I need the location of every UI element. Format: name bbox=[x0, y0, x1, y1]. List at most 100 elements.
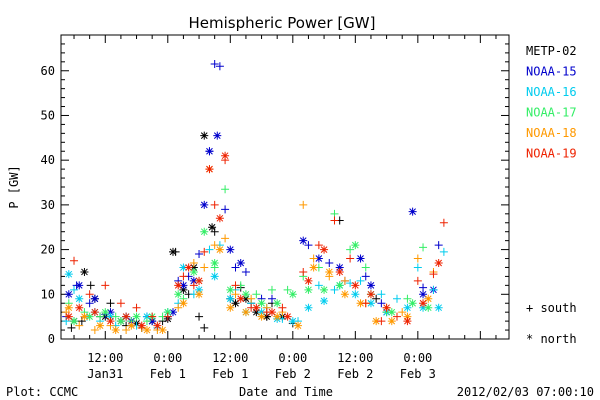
noaa-15-south-point bbox=[210, 60, 219, 69]
noaa-19-north-point bbox=[267, 308, 276, 317]
noaa-18-north-point bbox=[127, 321, 136, 330]
x-tick-label-time: 12:00 bbox=[87, 351, 123, 365]
noaa-17-south-point bbox=[267, 285, 276, 294]
noaa-15-north-point bbox=[200, 200, 209, 209]
noaa-16-north-point bbox=[64, 270, 73, 279]
noaa-15-south-point bbox=[361, 272, 370, 281]
legend-south-marker: + south bbox=[526, 301, 577, 315]
y-tick-label: 60 bbox=[41, 64, 55, 78]
noaa-17-north-point bbox=[200, 227, 209, 236]
noaa-17-north-point bbox=[320, 285, 329, 294]
noaa-16-north-point bbox=[351, 290, 360, 299]
noaa-18-north-point bbox=[387, 317, 396, 326]
noaa-15-north-point bbox=[356, 254, 365, 263]
noaa-18-north-point bbox=[403, 312, 412, 321]
x-tick-label-date: Jan31 bbox=[87, 367, 123, 381]
noaa-17-south-point bbox=[419, 243, 428, 252]
noaa-19-north-point bbox=[205, 165, 214, 174]
noaa-16-north-point bbox=[320, 297, 329, 305]
y-tick-label: 0 bbox=[48, 332, 55, 346]
noaa-18-north-point bbox=[195, 290, 204, 299]
noaa-16-north-point bbox=[226, 294, 235, 303]
noaa-17-north-point bbox=[304, 285, 313, 294]
noaa-19-south-point bbox=[377, 317, 386, 326]
noaa-19-south-point bbox=[314, 241, 323, 250]
metp-02-north-point bbox=[252, 308, 261, 317]
noaa-19-south-point bbox=[85, 290, 94, 299]
noaa-18-north-point bbox=[158, 326, 167, 335]
noaa-18-north-point bbox=[372, 317, 381, 326]
metp-02-north-point bbox=[169, 247, 177, 256]
legend-noaa-16: NOAA-16 bbox=[526, 85, 577, 99]
noaa-17-north-point bbox=[273, 299, 282, 308]
y-tick-label: 40 bbox=[41, 153, 55, 167]
noaa-18-north-point bbox=[294, 321, 303, 330]
x-tick-label-time: 0:00 bbox=[153, 351, 182, 365]
noaa-19-south-point bbox=[278, 303, 287, 312]
noaa-17-north-point bbox=[163, 308, 172, 317]
y-axis-label: P [GW] bbox=[7, 165, 21, 208]
noaa-15-north-point bbox=[335, 263, 344, 272]
noaa-17-north-point bbox=[226, 285, 235, 294]
noaa-15-south-point bbox=[434, 241, 443, 250]
noaa-15-north-point bbox=[90, 294, 99, 303]
metp-02-south-point bbox=[106, 299, 115, 308]
noaa-18-north-point bbox=[215, 245, 224, 254]
noaa-16-south-point bbox=[413, 263, 422, 272]
noaa-15-south-point bbox=[325, 259, 334, 267]
noaa-15-south-point bbox=[231, 263, 240, 272]
noaa-18-south-point bbox=[231, 290, 240, 299]
noaa-18-north-point bbox=[241, 308, 250, 317]
x-axis-label: Date and Time bbox=[239, 385, 333, 399]
noaa-18-south-point bbox=[398, 308, 407, 317]
noaa-17-south-point bbox=[221, 185, 230, 194]
metp-02-south-point bbox=[86, 281, 95, 290]
noaa-18-north-point bbox=[80, 312, 89, 321]
noaa-16-south-point bbox=[377, 290, 386, 299]
noaa-16-north-point bbox=[210, 272, 219, 281]
x-axis: 12:00 Jan31 0:00 Feb 1 12:00 Feb 1 0:00 Feb 2 12… bbox=[73, 35, 497, 381]
noaa-17-south-point bbox=[111, 312, 120, 321]
noaa-16-north-point bbox=[434, 303, 443, 312]
noaa-19-south-point bbox=[116, 299, 125, 308]
noaa-18-south-point bbox=[309, 254, 318, 263]
noaa-16-south-point bbox=[205, 245, 214, 254]
noaa-16-south-point bbox=[314, 281, 323, 290]
noaa-18-south-point bbox=[174, 303, 183, 312]
x-tick-label-date: Feb 1 bbox=[150, 367, 186, 381]
noaa-17-south-point bbox=[361, 263, 370, 272]
noaa-18-north-point bbox=[273, 312, 282, 321]
noaa-18-south-point bbox=[122, 326, 131, 335]
noaa-19-north-point bbox=[174, 281, 183, 290]
noaa-19-south-point bbox=[148, 312, 157, 321]
noaa-15-south-point bbox=[85, 299, 94, 308]
noaa-19-north-point bbox=[64, 312, 73, 321]
noaa-15-south-point bbox=[304, 241, 313, 250]
noaa-19-south-point bbox=[132, 303, 141, 312]
noaa-18-south-point bbox=[221, 234, 230, 243]
noaa-15-north-point bbox=[366, 281, 375, 290]
noaa-17-north-point bbox=[387, 308, 396, 317]
noaa-15-south-point bbox=[241, 267, 250, 276]
noaa-19-north-point bbox=[90, 308, 99, 317]
x-tick-label-date: Feb 2 bbox=[275, 367, 311, 381]
noaa-16-north-point bbox=[366, 299, 375, 308]
noaa-19-north-point bbox=[320, 245, 329, 254]
noaa-18-north-point bbox=[356, 299, 365, 308]
noaa-18-south-point bbox=[90, 326, 99, 335]
noaa-19-north-point bbox=[283, 312, 292, 321]
legend-noaa-18: NOAA-18 bbox=[526, 126, 577, 140]
noaa-19-north-point bbox=[366, 290, 375, 299]
noaa-16-south-point bbox=[70, 285, 79, 294]
noaa-16-south-point bbox=[62, 317, 71, 326]
noaa-15-north-point bbox=[408, 207, 417, 216]
metp-02-north-point bbox=[208, 223, 217, 232]
metp-02-south-point bbox=[67, 323, 76, 332]
y-tick-label: 30 bbox=[41, 198, 55, 212]
noaa-17-south-point bbox=[403, 294, 412, 303]
noaa-19-north-point bbox=[215, 214, 224, 223]
noaa-16-north-point bbox=[419, 303, 428, 312]
noaa-15-north-point bbox=[314, 254, 323, 263]
noaa-15-south-point bbox=[377, 299, 386, 308]
noaa-15-north-point bbox=[205, 147, 214, 156]
